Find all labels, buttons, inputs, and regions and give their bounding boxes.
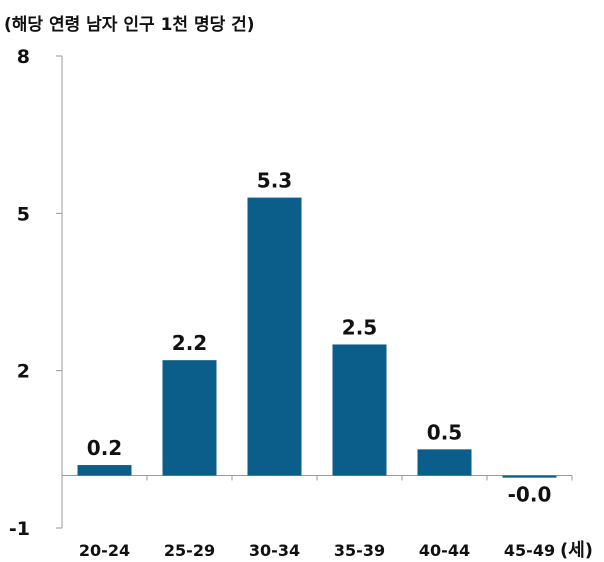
bar (77, 465, 132, 476)
y-axis-label: (해당 연령 남자 인구 1천 명당 건) (4, 15, 255, 35)
x-tick-label: 35-39 (334, 541, 385, 560)
bar (247, 197, 302, 476)
x-tick-label: 40-44 (419, 541, 470, 560)
data-label: -0.0 (508, 483, 552, 507)
data-label: 0.5 (427, 420, 462, 444)
x-tick-label: 30-34 (249, 541, 300, 560)
bar (162, 360, 217, 476)
y-tick-label: 2 (17, 361, 30, 383)
y-tick-label: 5 (17, 203, 30, 225)
x-tick-label: 25-29 (164, 541, 215, 560)
data-label: 0.2 (87, 436, 122, 460)
y-tick-label: 8 (17, 46, 30, 68)
data-label: 5.3 (257, 169, 292, 193)
data-label: 2.5 (342, 315, 377, 339)
bar (417, 449, 472, 476)
bar (332, 344, 387, 476)
x-axis-unit: (세) (560, 540, 594, 561)
x-tick-label: 20-24 (79, 541, 130, 560)
y-tick-label: -1 (9, 518, 30, 540)
bar (502, 475, 557, 478)
x-tick-label: 45-49 (504, 541, 555, 560)
data-label: 2.2 (172, 331, 207, 355)
